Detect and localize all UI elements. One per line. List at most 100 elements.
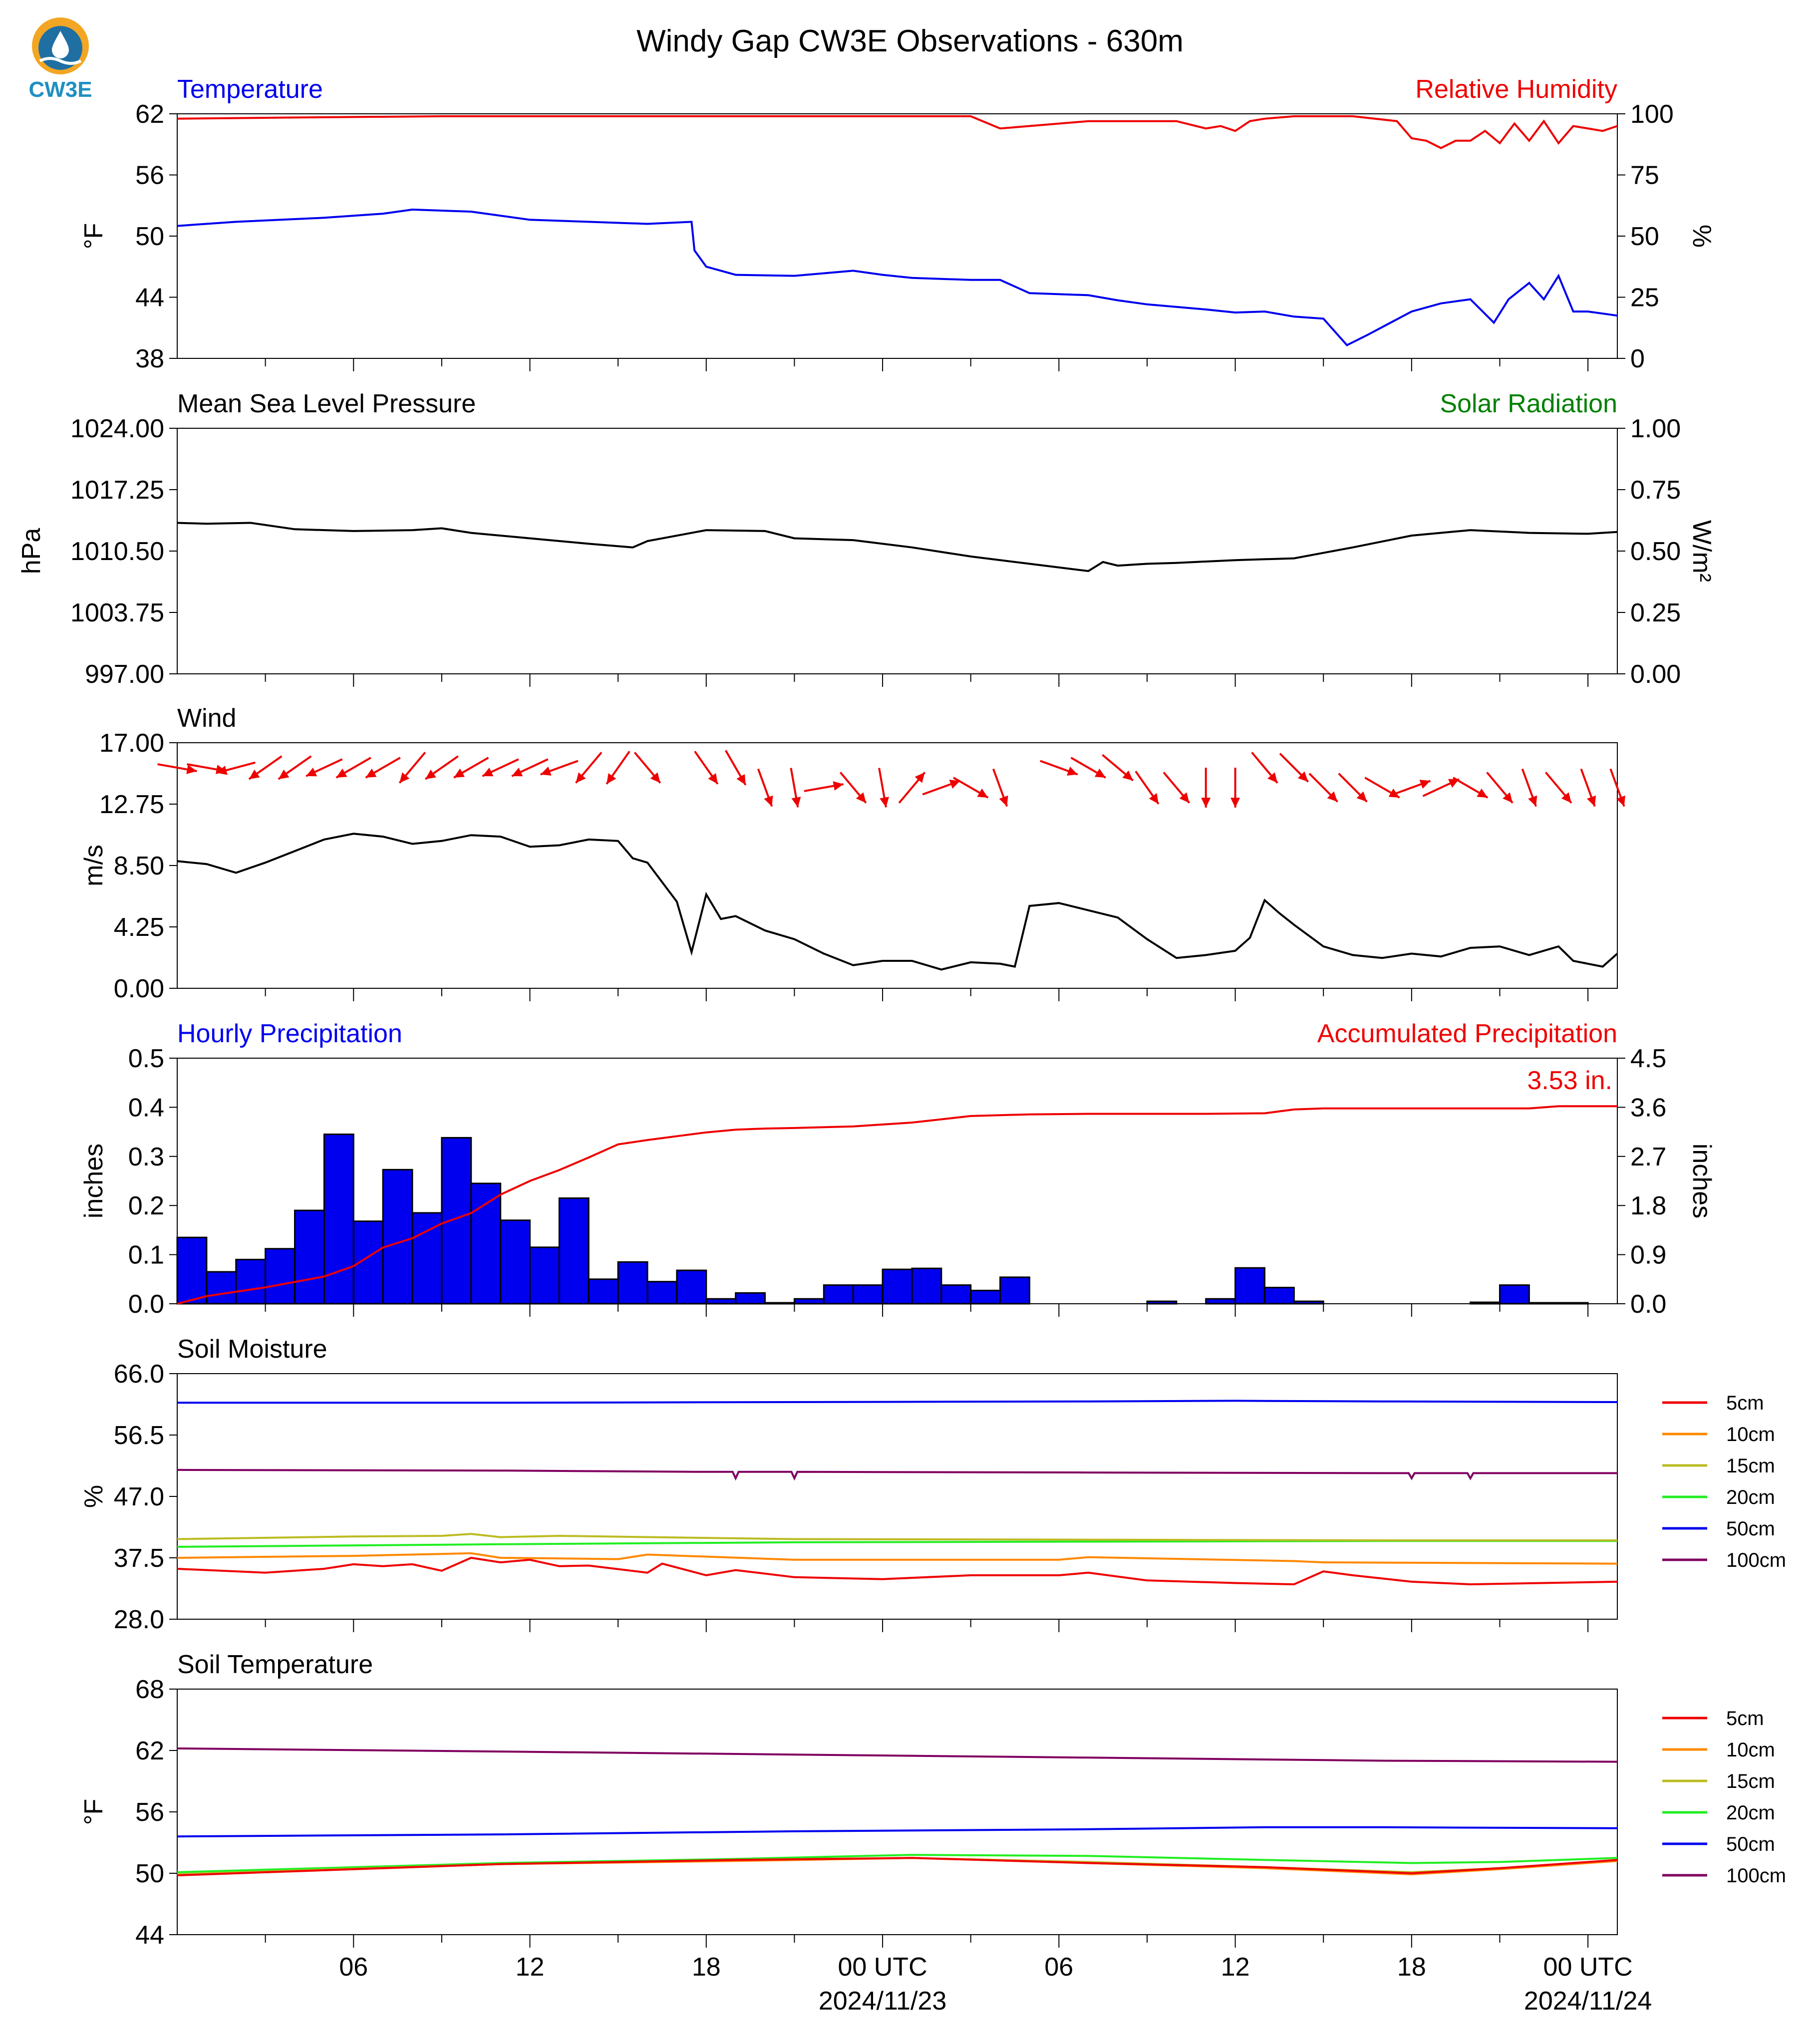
wind-arrow (1521, 768, 1537, 807)
wind-arrow-head (650, 772, 660, 783)
wind-arrow (633, 752, 661, 784)
panel-title-left: Soil Moisture (177, 1335, 327, 1364)
wind-arrow-head (1327, 791, 1338, 802)
wind-arrow-head (1616, 795, 1625, 807)
plot-frame (177, 428, 1618, 674)
precip-bar (1234, 1267, 1265, 1305)
precip-bar (441, 1137, 472, 1305)
wind-arrow-head (1267, 772, 1278, 783)
wind-arrow (1279, 753, 1309, 783)
wind-arrow (575, 752, 603, 784)
wind-arrow-head (454, 768, 465, 778)
wind-arrow (1580, 768, 1596, 807)
wind-arrow (305, 758, 343, 777)
wind-arrow-head (425, 769, 436, 779)
wind-arrow-head (1528, 795, 1537, 807)
wind-arrow (1422, 778, 1460, 797)
wind-arrow-head (791, 797, 801, 808)
precip-bar (882, 1268, 913, 1305)
y-tick-label-right: 25 (1630, 284, 1659, 312)
wind-arrow (278, 755, 312, 780)
y-tick-label-left: 17.00 (99, 729, 164, 758)
wind-arrow (248, 755, 283, 780)
wind-arrow (1308, 773, 1338, 803)
series-line-100cm (177, 1747, 1618, 1763)
panel-soil_temperature: 68 62 56 50 44 Soil Temperature °F 5cm 10cm 15cm 2… (79, 1650, 1786, 1950)
legend-label-100cm: 100cm (1726, 1549, 1786, 1571)
wind-arrow (1392, 780, 1431, 796)
precip-bar (1293, 1300, 1324, 1305)
page-title: Windy Gap CW3E Observations - 630m (636, 24, 1184, 58)
y-tick-label-left: 50 (135, 1859, 164, 1888)
wind-arrow-head (1356, 791, 1367, 802)
precip-bar (1263, 1287, 1295, 1305)
wind-arrow-head (540, 766, 552, 776)
wind-arrow-head (949, 780, 960, 789)
x-tick-label: 12 (1221, 1953, 1250, 1982)
wind-arrow-head (607, 773, 616, 784)
precip-bar (588, 1278, 619, 1305)
series-line-15cm (177, 1533, 1617, 1541)
legend-label-15cm: 15cm (1726, 1455, 1775, 1477)
y-tick-label-left: 0.5 (128, 1044, 164, 1073)
wind-arrow-head (977, 788, 988, 798)
wind-arrow-head (336, 768, 347, 778)
wind-arrow (839, 772, 867, 804)
wind-arrow (804, 781, 844, 792)
series-line-10cm (177, 1552, 1618, 1565)
precip-bar (970, 1289, 1001, 1305)
x-date-label: 2024/11/24 (1524, 1987, 1652, 2016)
x-tick-label: 18 (1397, 1953, 1426, 1982)
y-tick-label-left: 37.5 (114, 1544, 164, 1573)
y-tick-label-left: 56 (135, 161, 164, 190)
series-line-100cm (177, 1468, 1617, 1481)
x-date-label: 2024/11/23 (819, 1987, 946, 2016)
precip-bar (705, 1298, 737, 1305)
precip-bar (852, 1284, 884, 1305)
series-line-relative-humidity (177, 115, 1618, 149)
y-tick-label-left: 28.0 (114, 1605, 164, 1634)
wind-arrow (482, 758, 519, 777)
x-tick-label: 00 UTC (1543, 1953, 1633, 1982)
y-tick-label-left: 62 (135, 100, 164, 129)
wind-arrow (511, 758, 549, 777)
wind-arrow (1070, 757, 1106, 779)
y-tick-label-right: 1.00 (1630, 414, 1681, 443)
wind-arrow-head (1561, 792, 1571, 803)
y-tick-label-left: 56.5 (114, 1421, 164, 1450)
wind-arrow-head (764, 795, 773, 807)
precip-bar (500, 1219, 531, 1305)
wind-arrow (953, 777, 989, 799)
plot-frame (177, 1373, 1618, 1620)
wind-arrow (1486, 772, 1514, 804)
wind-arrow (398, 752, 426, 784)
precip-bar (529, 1246, 560, 1305)
panels: 62 56 50 44 38 100 75 50 25 0 Temperature Relative … (17, 75, 1786, 2016)
legend-label-5cm: 5cm (1726, 1392, 1764, 1414)
panel-soil_moisture: 66.0 56.5 47.0 37.5 28.0 Soil Moisture% 5cm 10c… (79, 1335, 1786, 1634)
precip-bar (940, 1284, 972, 1305)
precip-bar (1205, 1298, 1236, 1305)
precip-bar (617, 1261, 648, 1305)
precip-bar (1528, 1302, 1559, 1305)
wind-arrow (724, 750, 747, 786)
wind-arrow (216, 761, 256, 775)
wind-arrow-head (1448, 779, 1459, 788)
plot-frame (177, 1689, 1618, 1935)
series-line-temperature (177, 208, 1618, 346)
precip-bar (265, 1248, 296, 1305)
wind-arrow-head (1297, 771, 1308, 782)
panel-title-left: Temperature (177, 75, 323, 104)
panel-precipitation: 0.5 0.4 0.3 0.2 0.1 0.0 4.5 3.6 2.7 1.8 0.9 0.0 Hour… (79, 1019, 1716, 1319)
plot-frame (177, 742, 1618, 989)
panel-title-left: Wind (177, 704, 236, 733)
precip-bar (294, 1209, 325, 1305)
legend: 5cm 10cm 15cm 20cm 50cm 100cm (1662, 1708, 1786, 1887)
y-tick-label-left: 44 (135, 284, 164, 312)
x-tick-label: 00 UTC (838, 1953, 927, 1982)
y-tick-label-left: 0.0 (128, 1290, 164, 1319)
wind-arrow (365, 757, 401, 779)
wind-arrow-head (1149, 793, 1159, 804)
panel-temperature: 62 56 50 44 38 100 75 50 25 0 Temperature Relative … (79, 75, 1716, 373)
wind-arrow (922, 780, 961, 796)
